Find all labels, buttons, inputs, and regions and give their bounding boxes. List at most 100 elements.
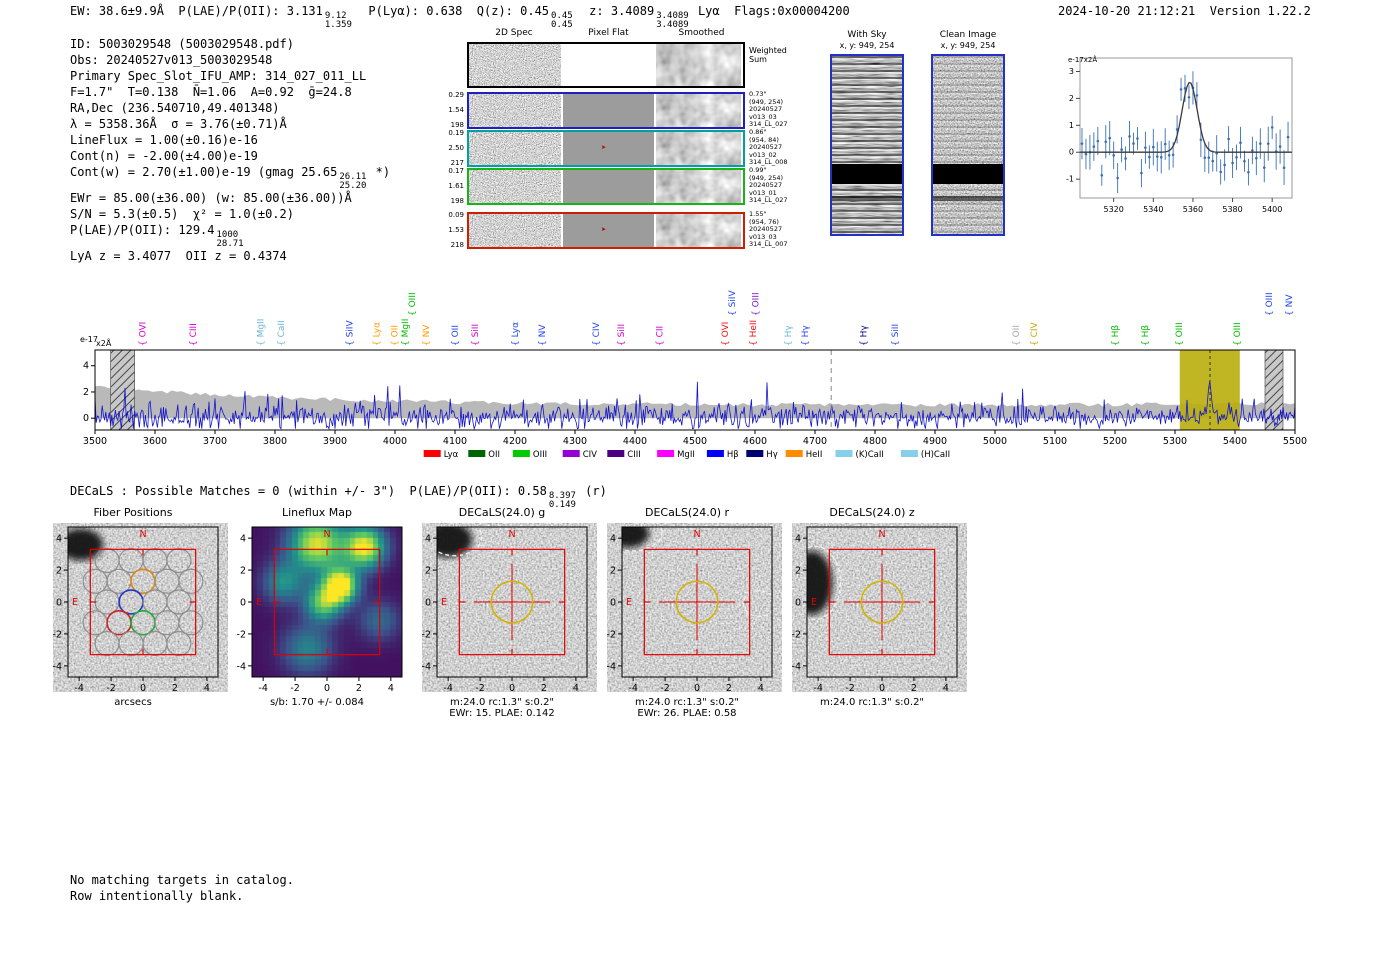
- spec2d-row: ➤: [467, 130, 745, 167]
- svg-text:4: 4: [795, 534, 801, 545]
- svg-text:4: 4: [240, 534, 246, 545]
- bad-pixel-marker: ➤: [601, 227, 607, 233]
- sky-dark-band: [933, 164, 1003, 184]
- cutout-xlabel: arcsecs: [114, 697, 152, 708]
- svg-text:-2: -2: [53, 629, 62, 640]
- sky-stripe-overlay: [933, 56, 1003, 234]
- svg-text:{ OVI: { OVI: [138, 322, 148, 346]
- svg-text:2: 2: [911, 683, 917, 694]
- svg-text:{ SiII: { SiII: [471, 324, 481, 346]
- svg-text:3700: 3700: [203, 436, 227, 447]
- svg-text:{ SiII: { SiII: [891, 324, 901, 346]
- cutout-title: DECaLS(24.0) r: [644, 506, 730, 519]
- svg-text:2: 2: [610, 566, 616, 577]
- svg-text:{ MgII: { MgII: [401, 319, 411, 346]
- spec2d-cell-smoothed: [656, 214, 741, 247]
- svg-text:E: E: [256, 597, 262, 608]
- sky-image-panels: With Sky x, y: 949, 254 Clean Image x, y: 9…: [822, 30, 1017, 245]
- footer-line-1: No matching targets in catalog.: [70, 873, 294, 887]
- svg-text:4: 4: [610, 534, 616, 545]
- header-summary-line: EW: 38.6±9.9Å P(LAE)/P(OII): 3.131 9.12 1.…: [70, 4, 850, 30]
- svg-text:{ NV: { NV: [538, 324, 548, 346]
- svg-text:-2: -2: [106, 683, 115, 694]
- cutout-body: -4 -4 -2 -2 0 0 2 2 4 4 N E: [777, 523, 967, 695]
- spec2d-cell-pixelflat: [563, 170, 654, 203]
- svg-text:5360: 5360: [1183, 205, 1203, 214]
- spec2d-cell-pixelflat: ➤: [563, 214, 654, 247]
- svg-text:0: 0: [610, 598, 616, 609]
- svg-text:4900: 4900: [923, 436, 947, 447]
- spec2d-cell-smoothed: [656, 94, 741, 127]
- svg-text:CIII: CIII: [627, 450, 640, 460]
- spec2d-cutout-panel: 2D Spec Pixel Flat Smoothed Weighted Sum 0.29…: [443, 28, 821, 263]
- svg-text:4: 4: [943, 683, 949, 694]
- svg-text:0: 0: [56, 598, 62, 609]
- svg-text:4800: 4800: [863, 436, 887, 447]
- svg-text:{ NV: { NV: [1285, 294, 1295, 316]
- svg-text:{ Hβ: { Hβ: [1111, 325, 1121, 346]
- svg-text:0: 0: [324, 683, 330, 694]
- svg-text:4500: 4500: [683, 436, 707, 447]
- svg-text:{ OIII: { OIII: [1175, 322, 1185, 346]
- svg-text:{ NV: { NV: [422, 324, 432, 346]
- svg-text:{ HeII: { HeII: [749, 320, 759, 346]
- cutout-body: -4 -4 -2 -2 0 0 2 2 4 4 N E: [407, 523, 597, 695]
- svg-text:Hγ: Hγ: [766, 450, 777, 460]
- svg-text:-2: -2: [792, 629, 801, 640]
- svg-text:5380: 5380: [1222, 205, 1242, 214]
- svg-text:-4: -4: [422, 661, 431, 672]
- svg-text:{ CII: { CII: [656, 326, 666, 346]
- svg-text:5320: 5320: [1104, 205, 1124, 214]
- svg-text:{ SiIV: { SiIV: [345, 320, 355, 346]
- info-line: LineFlux = 1.00(±0.16)e-16: [70, 133, 258, 147]
- svg-text:0: 0: [240, 598, 246, 609]
- svg-text:5100: 5100: [1043, 436, 1067, 447]
- cutout-caption: s/b: 1.70 +/- 0.084: [269, 697, 365, 708]
- spec2d-cell-2dspec: [469, 132, 561, 165]
- svg-text:1: 1: [1069, 121, 1074, 130]
- svg-text:0: 0: [694, 683, 700, 694]
- sky-panel-coords: x, y: 949, 254: [940, 41, 996, 50]
- spec2d-row: [467, 168, 745, 205]
- spec2d-row-meta: 0.86" (954, 84) 20240527 v013_02 314_LL_008: [749, 128, 788, 167]
- info-line: F=1.7" T=0.138 N̄=1.06 A=0.92 ḡ=24.8: [70, 85, 352, 99]
- sky-panel-image: [830, 54, 904, 236]
- zoom-spectrum-plot: -1 0 1 2 3 5320 5340 5360 5380 5400 e-17x2Å: [1066, 55, 1293, 214]
- svg-text:2: 2: [56, 566, 62, 577]
- svg-text:2: 2: [726, 683, 732, 694]
- svg-text:3900: 3900: [323, 436, 347, 447]
- cutout-title: DECaLS(24.0) z: [829, 506, 915, 519]
- svg-text:5000: 5000: [983, 436, 1007, 447]
- svg-text:3600: 3600: [143, 436, 167, 447]
- svg-text:E: E: [626, 597, 632, 608]
- spec2d-column-title: Pixel Flat: [588, 28, 629, 38]
- spec2d-cell-smoothed: [656, 132, 741, 165]
- weighted-sum-label: Weighted Sum: [749, 46, 787, 64]
- cutout-caption: m:24.0 rc:1.3" s:0.2": [819, 697, 925, 708]
- spec2d-row-stats: 0.19 2.50 217: [448, 129, 464, 167]
- info-line: Primary Spec_Slot_IFU_AMP: 314_027_011_L…: [70, 69, 367, 83]
- cutout-title: Lineflux Map: [281, 506, 353, 519]
- svg-text:{ Hγ: { Hγ: [801, 325, 811, 346]
- svg-text:-4: -4: [628, 683, 637, 694]
- cutout-caption: m:24.0 rc:1.3" s:0.2": [449, 697, 555, 708]
- svg-text:-2: -2: [290, 683, 299, 694]
- svg-text:-4: -4: [792, 661, 801, 672]
- cutout-title: Fiber Positions: [93, 506, 173, 519]
- svg-text:(K)CaII: (K)CaII: [856, 450, 884, 460]
- spec2d-cell: [563, 44, 654, 86]
- svg-text:-4: -4: [813, 683, 822, 694]
- svg-text:5300: 5300: [1163, 436, 1187, 447]
- svg-text:{ CIII: { CIII: [189, 323, 199, 346]
- svg-text:0: 0: [83, 413, 89, 424]
- svg-text:2: 2: [795, 566, 801, 577]
- svg-text:OII: OII: [488, 450, 500, 460]
- svg-text:{ OVI: { OVI: [721, 322, 731, 346]
- svg-text:5200: 5200: [1103, 436, 1127, 447]
- svg-text:{ OIII: { OIII: [1233, 322, 1243, 346]
- info-line: LyA z = 3.4077 OII z = 0.4374: [70, 249, 287, 263]
- svg-text:-2: -2: [422, 629, 431, 640]
- svg-text:-4: -4: [53, 661, 62, 672]
